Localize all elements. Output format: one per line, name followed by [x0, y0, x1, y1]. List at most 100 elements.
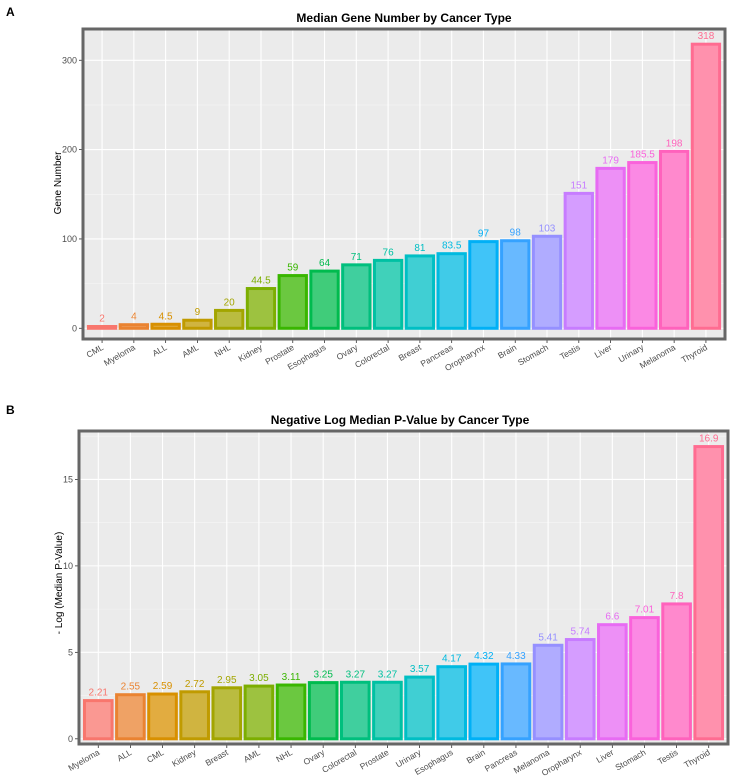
data-label: 16.9	[699, 434, 719, 445]
bar	[179, 690, 210, 741]
data-label: 44.5	[251, 276, 271, 287]
x-tick-label: Liver	[594, 747, 615, 765]
data-label: 198	[666, 138, 683, 149]
bar	[564, 638, 596, 741]
x-tick-label: Testis	[656, 747, 680, 767]
data-label: 3.25	[313, 670, 333, 681]
data-label: 3.05	[249, 673, 269, 684]
bar	[86, 324, 118, 330]
data-label: 83.5	[442, 241, 462, 252]
bar	[436, 252, 467, 330]
bar	[118, 323, 150, 330]
y-axis: 0 5 10 15	[63, 474, 79, 744]
x-tick-label: Prostate	[358, 747, 391, 772]
x-tick-label: Myeloma	[66, 747, 101, 773]
bar	[627, 161, 658, 330]
x-tick-label: Myeloma	[102, 342, 137, 368]
bar	[82, 699, 114, 741]
x-tick-label: Thyroid	[679, 342, 709, 365]
y-tick-label: 15	[63, 474, 73, 484]
data-label: 179	[602, 155, 619, 166]
data-label: 9	[195, 307, 201, 318]
x-tick-label: ALL	[115, 747, 133, 763]
x-tick-label: CML	[85, 342, 106, 360]
bar	[372, 258, 404, 330]
x-tick-label: Brain	[496, 342, 518, 361]
x-tick-label: Brain	[465, 747, 487, 766]
bar	[309, 269, 340, 330]
bar	[243, 684, 275, 741]
x-tick-label: ALL	[151, 342, 169, 358]
bar	[468, 662, 500, 741]
panel-label: B	[6, 403, 15, 417]
panel-b-chart: B Negative Log Median P-Value by Cancer …	[6, 403, 730, 778]
bar	[436, 665, 468, 741]
data-label: 318	[698, 31, 715, 42]
data-label: 2.59	[153, 681, 173, 692]
y-tick-label: 100	[62, 234, 77, 244]
data-label: 3.27	[346, 669, 366, 680]
bar	[532, 643, 564, 741]
bar	[307, 681, 339, 741]
y-tick-label: 0	[72, 323, 77, 333]
bar	[147, 692, 178, 741]
bars	[86, 42, 722, 330]
data-label: 59	[287, 263, 299, 274]
bar	[500, 239, 531, 330]
data-label: 4.17	[442, 654, 462, 665]
bar	[150, 322, 181, 330]
bar	[690, 42, 722, 330]
data-label: 4	[131, 312, 137, 323]
data-label: 4.5	[159, 311, 173, 322]
bar	[658, 149, 690, 330]
data-label: 2.55	[121, 682, 141, 693]
bar	[404, 254, 436, 330]
data-label: 6.6	[605, 612, 619, 623]
plot-border	[81, 27, 727, 341]
x-tick-label: NHL	[274, 747, 294, 764]
y-tick-label: 5	[68, 647, 73, 657]
y-axis-label: - Log (Median P-Value)	[54, 532, 65, 635]
bar	[115, 693, 146, 741]
bar	[595, 166, 626, 330]
data-label: 5.74	[570, 627, 590, 638]
x-tick-label: Kidney	[236, 342, 264, 364]
y-axis-label: Gene Number	[53, 151, 64, 214]
x-tick-label: Stomach	[613, 747, 647, 773]
data-label: 3.27	[378, 669, 398, 680]
x-tick-label: Liver	[593, 342, 614, 360]
data-label: 20	[224, 297, 236, 308]
bar	[563, 191, 594, 330]
value-labels: 2.21 2.55 2.59 2.72 2.95 3.05 3.11 3.25 3.27 3.27…	[89, 434, 719, 699]
bar	[277, 274, 308, 330]
x-tick-label: Colorectal	[320, 747, 358, 775]
data-label: 2.95	[217, 675, 237, 686]
panel-a-chart: A Median Gene Number by Cancer Type Gene…	[6, 5, 727, 373]
x-tick-label: AML	[242, 747, 262, 765]
x-tick-label: Colorectal	[353, 342, 391, 370]
bar	[531, 234, 563, 330]
data-label: 64	[319, 258, 331, 269]
data-label: 2	[99, 313, 105, 324]
data-label: 98	[510, 228, 522, 239]
panel-label: A	[6, 5, 15, 19]
bar	[245, 287, 277, 330]
x-tick-label: Melanoma	[638, 342, 678, 371]
bar	[693, 445, 725, 741]
bar	[404, 675, 435, 741]
x-tick-label: Testis	[558, 342, 582, 362]
chart-title: Median Gene Number by Cancer Type	[296, 11, 511, 25]
data-label: 5.41	[538, 632, 558, 643]
bar	[182, 318, 213, 330]
data-label: 71	[351, 252, 363, 263]
bar	[629, 616, 660, 741]
data-label: 2.72	[185, 679, 205, 690]
plot-border	[77, 429, 730, 746]
bar	[339, 680, 371, 741]
chart-title: Negative Log Median P-Value by Cancer Ty…	[271, 413, 530, 427]
y-tick-label: 0	[68, 734, 73, 744]
